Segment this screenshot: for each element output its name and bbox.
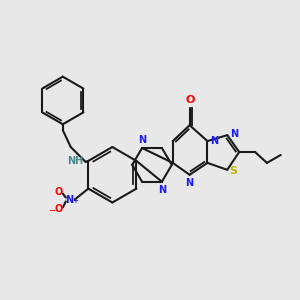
Text: S: S (229, 166, 237, 176)
Text: −: − (48, 206, 55, 215)
Text: N: N (230, 129, 238, 139)
Text: O: O (55, 204, 63, 214)
Text: O: O (55, 187, 63, 196)
Text: N: N (158, 185, 166, 195)
Text: +: + (73, 198, 79, 204)
Text: N: N (138, 135, 146, 145)
Text: N: N (65, 194, 73, 205)
Text: NH: NH (68, 156, 84, 166)
Text: N: N (186, 178, 194, 188)
Text: O: O (186, 95, 195, 105)
Text: N: N (210, 136, 219, 146)
